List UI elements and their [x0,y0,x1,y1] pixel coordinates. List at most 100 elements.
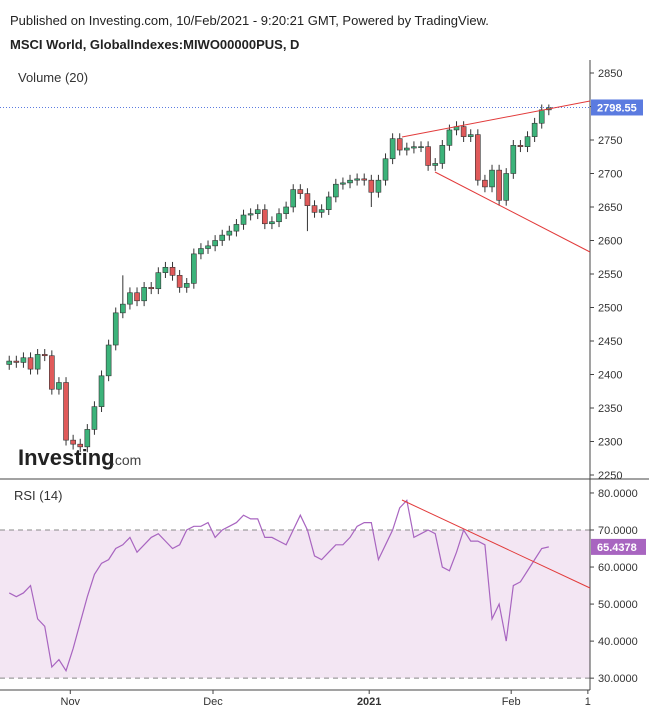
logo: Investing [18,445,115,470]
last-rsi-label: 65.4378 [597,542,637,554]
y-tick-label: 2550 [598,269,622,281]
candle-body [318,209,325,213]
candle-body [510,145,517,174]
rsi-band [0,530,590,679]
candle-body [524,136,531,147]
published: Published on Investing.com, 10/Feb/2021 … [10,13,489,28]
candle-body [531,122,538,137]
candle-body [212,240,218,247]
candle-body [226,230,233,236]
candle-body [233,224,240,232]
y-tick-label: 2650 [598,202,622,214]
candle-body [276,213,282,223]
y-tick-label: 60.0000 [598,562,638,574]
candle-body [396,138,403,151]
candle-body [205,245,211,249]
candle-body [517,145,524,147]
candle-body [368,179,375,193]
trendline [401,100,591,138]
candle-body [112,312,119,346]
candle-body [13,360,20,363]
candle-body [49,355,55,390]
candle-body [503,173,510,201]
x-tick-label: Feb [502,696,521,708]
y-tick-label: 2400 [598,369,622,381]
candle-body [198,248,204,255]
candle-body [439,145,446,164]
candle-body [460,126,467,137]
y-tick-label: 40.0000 [598,636,638,648]
candle-body [475,134,481,181]
candle-body [347,179,353,184]
candle-body [404,147,410,151]
candle-body [290,189,297,208]
last-price-label: 2798.55 [597,102,637,114]
last-rsi-box [591,538,646,555]
candle-body [169,266,176,276]
candle-body [191,253,197,284]
candle-body [496,169,502,201]
candle-body [467,134,474,137]
rsi-subtitle: RSI (14) [14,488,62,503]
plot: 2250 2300 2350 2400 2450 2500 2550 2600 2650 2700… [0,68,646,708]
candle-body [333,183,339,198]
candle-body [375,179,382,193]
candle-body [20,357,27,363]
candle-body [183,283,190,288]
y-tick-label: 2600 [598,235,622,247]
candle-body [141,287,147,302]
y-tick-label: 30.0000 [598,673,638,685]
candle-body [70,439,76,445]
candle-body [162,266,169,273]
candle-body [91,406,98,430]
symbol: MSCI World, GlobalIndexes:MIWO00000PUS, … [10,37,299,52]
candle-body [446,129,453,146]
y-tick-label: 2750 [598,135,622,147]
candle-body [304,193,311,206]
candle-body [411,146,417,149]
trendline [401,499,591,589]
candle-body [418,146,424,148]
candle-body [389,138,396,160]
x-tick-label: 2021 [357,696,381,708]
y-tick-label: 2500 [598,302,622,314]
candle-body [425,146,431,166]
candle-body [105,344,112,377]
x-tick-label: Dec [203,696,223,708]
candle-body [56,382,62,390]
x-tick-label: 1 [585,696,591,708]
y-tick-label: 2700 [598,168,622,180]
y-tick-label: 2250 [598,470,622,482]
candle-body [262,209,268,225]
candle-body [84,429,91,448]
candle-body [77,443,84,448]
candle-body [127,292,133,305]
candle-body [120,303,126,314]
price-subtitle: Volume (20) [18,70,88,85]
candle-body [297,189,304,194]
x-tick-label: Nov [61,696,81,708]
candle-body [254,209,261,214]
y-tick-label: 70.0000 [598,525,638,537]
candle-body [482,179,488,188]
y-tick-label: 50.0000 [598,599,638,611]
candle-body [311,205,318,213]
y-tick-label: 80.0000 [598,488,638,500]
candle-body [240,214,247,225]
candle-body [489,169,495,188]
candle-body [361,178,368,181]
candle-body [63,382,69,441]
candle-body [176,275,183,288]
candle-body [247,213,254,216]
candle-body [41,354,48,357]
candle-body [134,292,140,302]
y-tick-label: 2350 [598,403,622,415]
candle-body [219,234,226,241]
candle-body [354,178,360,181]
candle-body [34,354,41,370]
last-price-box [591,99,643,116]
candle-body [27,357,34,370]
candle-body [340,182,346,185]
logo-suffix: .com [111,452,141,468]
